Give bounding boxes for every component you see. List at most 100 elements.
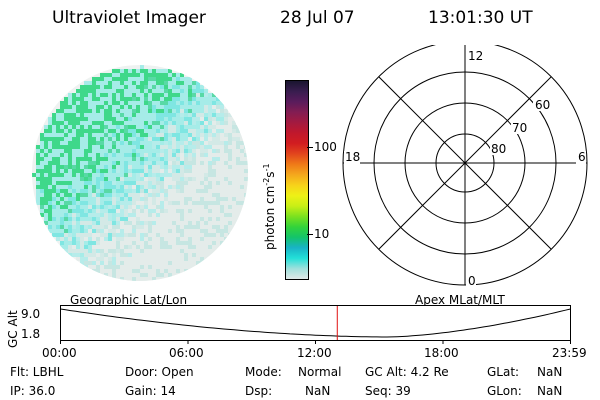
image-pixel bbox=[228, 141, 232, 145]
image-pixel bbox=[144, 245, 148, 249]
image-pixel bbox=[88, 85, 92, 89]
image-pixel bbox=[176, 209, 180, 213]
image-pixel bbox=[216, 101, 220, 105]
image-pixel bbox=[184, 217, 188, 221]
image-pixel bbox=[240, 173, 244, 177]
image-pixel bbox=[80, 229, 84, 233]
image-pixel bbox=[68, 253, 72, 257]
image-pixel bbox=[84, 193, 88, 197]
image-pixel bbox=[136, 149, 140, 153]
image-pixel bbox=[196, 101, 200, 105]
image-pixel bbox=[232, 193, 236, 197]
image-pixel bbox=[52, 165, 56, 169]
image-pixel bbox=[152, 113, 156, 117]
image-pixel bbox=[192, 169, 196, 173]
image-pixel bbox=[200, 153, 204, 157]
image-pixel bbox=[92, 209, 96, 213]
image-pixel bbox=[184, 269, 188, 273]
image-pixel bbox=[64, 233, 68, 237]
image-pixel bbox=[228, 209, 232, 213]
status-mode-label: Mode: bbox=[245, 365, 282, 379]
status-mode-value: Normal bbox=[298, 365, 342, 379]
image-pixel bbox=[204, 109, 208, 113]
image-pixel bbox=[60, 225, 64, 229]
image-pixel bbox=[152, 97, 156, 101]
image-pixel bbox=[148, 249, 152, 253]
image-pixel bbox=[100, 269, 104, 273]
image-pixel bbox=[144, 109, 148, 113]
image-pixel bbox=[52, 161, 56, 165]
image-pixel bbox=[244, 169, 248, 173]
image-pixel bbox=[128, 137, 132, 141]
image-pixel bbox=[208, 105, 212, 109]
image-pixel bbox=[128, 141, 132, 145]
image-pixel bbox=[236, 145, 240, 149]
image-pixel bbox=[188, 93, 192, 97]
image-pixel bbox=[116, 161, 120, 165]
image-pixel bbox=[136, 89, 140, 93]
image-pixel bbox=[48, 225, 52, 229]
image-pixel bbox=[216, 121, 220, 125]
image-pixel bbox=[224, 141, 228, 145]
image-pixel bbox=[216, 209, 220, 213]
image-pixel bbox=[160, 189, 164, 193]
image-pixel bbox=[124, 137, 128, 141]
image-pixel bbox=[208, 173, 212, 177]
image-pixel bbox=[136, 133, 140, 137]
image-pixel bbox=[72, 137, 76, 141]
image-pixel bbox=[96, 121, 100, 125]
image-pixel bbox=[112, 173, 116, 177]
image-pixel bbox=[68, 217, 72, 221]
image-pixel bbox=[44, 149, 48, 153]
image-pixel bbox=[168, 209, 172, 213]
image-pixel bbox=[64, 121, 68, 125]
image-pixel bbox=[140, 233, 144, 237]
image-pixel bbox=[92, 125, 96, 129]
image-pixel bbox=[192, 145, 196, 149]
image-pixel bbox=[224, 217, 228, 221]
image-pixel bbox=[228, 133, 232, 137]
image-pixel bbox=[36, 161, 40, 165]
image-pixel bbox=[180, 177, 184, 181]
image-pixel bbox=[112, 181, 116, 185]
image-pixel bbox=[176, 177, 180, 181]
image-pixel bbox=[108, 109, 112, 113]
image-pixel bbox=[220, 149, 224, 153]
image-pixel bbox=[196, 113, 200, 117]
image-pixel bbox=[220, 145, 224, 149]
image-pixel bbox=[128, 121, 132, 125]
image-pixel bbox=[224, 221, 228, 225]
image-pixel bbox=[88, 217, 92, 221]
image-pixel bbox=[188, 213, 192, 217]
image-pixel bbox=[232, 197, 236, 201]
image-pixel bbox=[220, 133, 224, 137]
image-pixel bbox=[88, 197, 92, 201]
image-pixel bbox=[220, 177, 224, 181]
image-pixel bbox=[44, 141, 48, 145]
image-pixel bbox=[56, 181, 60, 185]
image-pixel bbox=[224, 153, 228, 157]
mlt-label-12: 12 bbox=[468, 49, 483, 63]
image-pixel bbox=[164, 273, 168, 277]
image-pixel bbox=[216, 109, 220, 113]
image-pixel bbox=[152, 93, 156, 97]
image-pixel bbox=[84, 109, 88, 113]
image-pixel bbox=[224, 117, 228, 121]
image-pixel bbox=[144, 157, 148, 161]
image-pixel bbox=[104, 169, 108, 173]
image-pixel bbox=[192, 133, 196, 137]
image-pixel bbox=[100, 101, 104, 105]
image-pixel bbox=[76, 93, 80, 97]
image-pixel bbox=[100, 89, 104, 93]
image-pixel bbox=[152, 177, 156, 181]
image-pixel bbox=[136, 69, 140, 73]
image-pixel bbox=[88, 153, 92, 157]
image-pixel bbox=[144, 137, 148, 141]
image-pixel bbox=[212, 185, 216, 189]
image-pixel bbox=[140, 273, 144, 277]
image-pixel bbox=[228, 217, 232, 221]
image-pixel bbox=[84, 85, 88, 89]
image-pixel bbox=[200, 169, 204, 173]
image-pixel bbox=[116, 225, 120, 229]
image-pixel bbox=[180, 73, 184, 77]
